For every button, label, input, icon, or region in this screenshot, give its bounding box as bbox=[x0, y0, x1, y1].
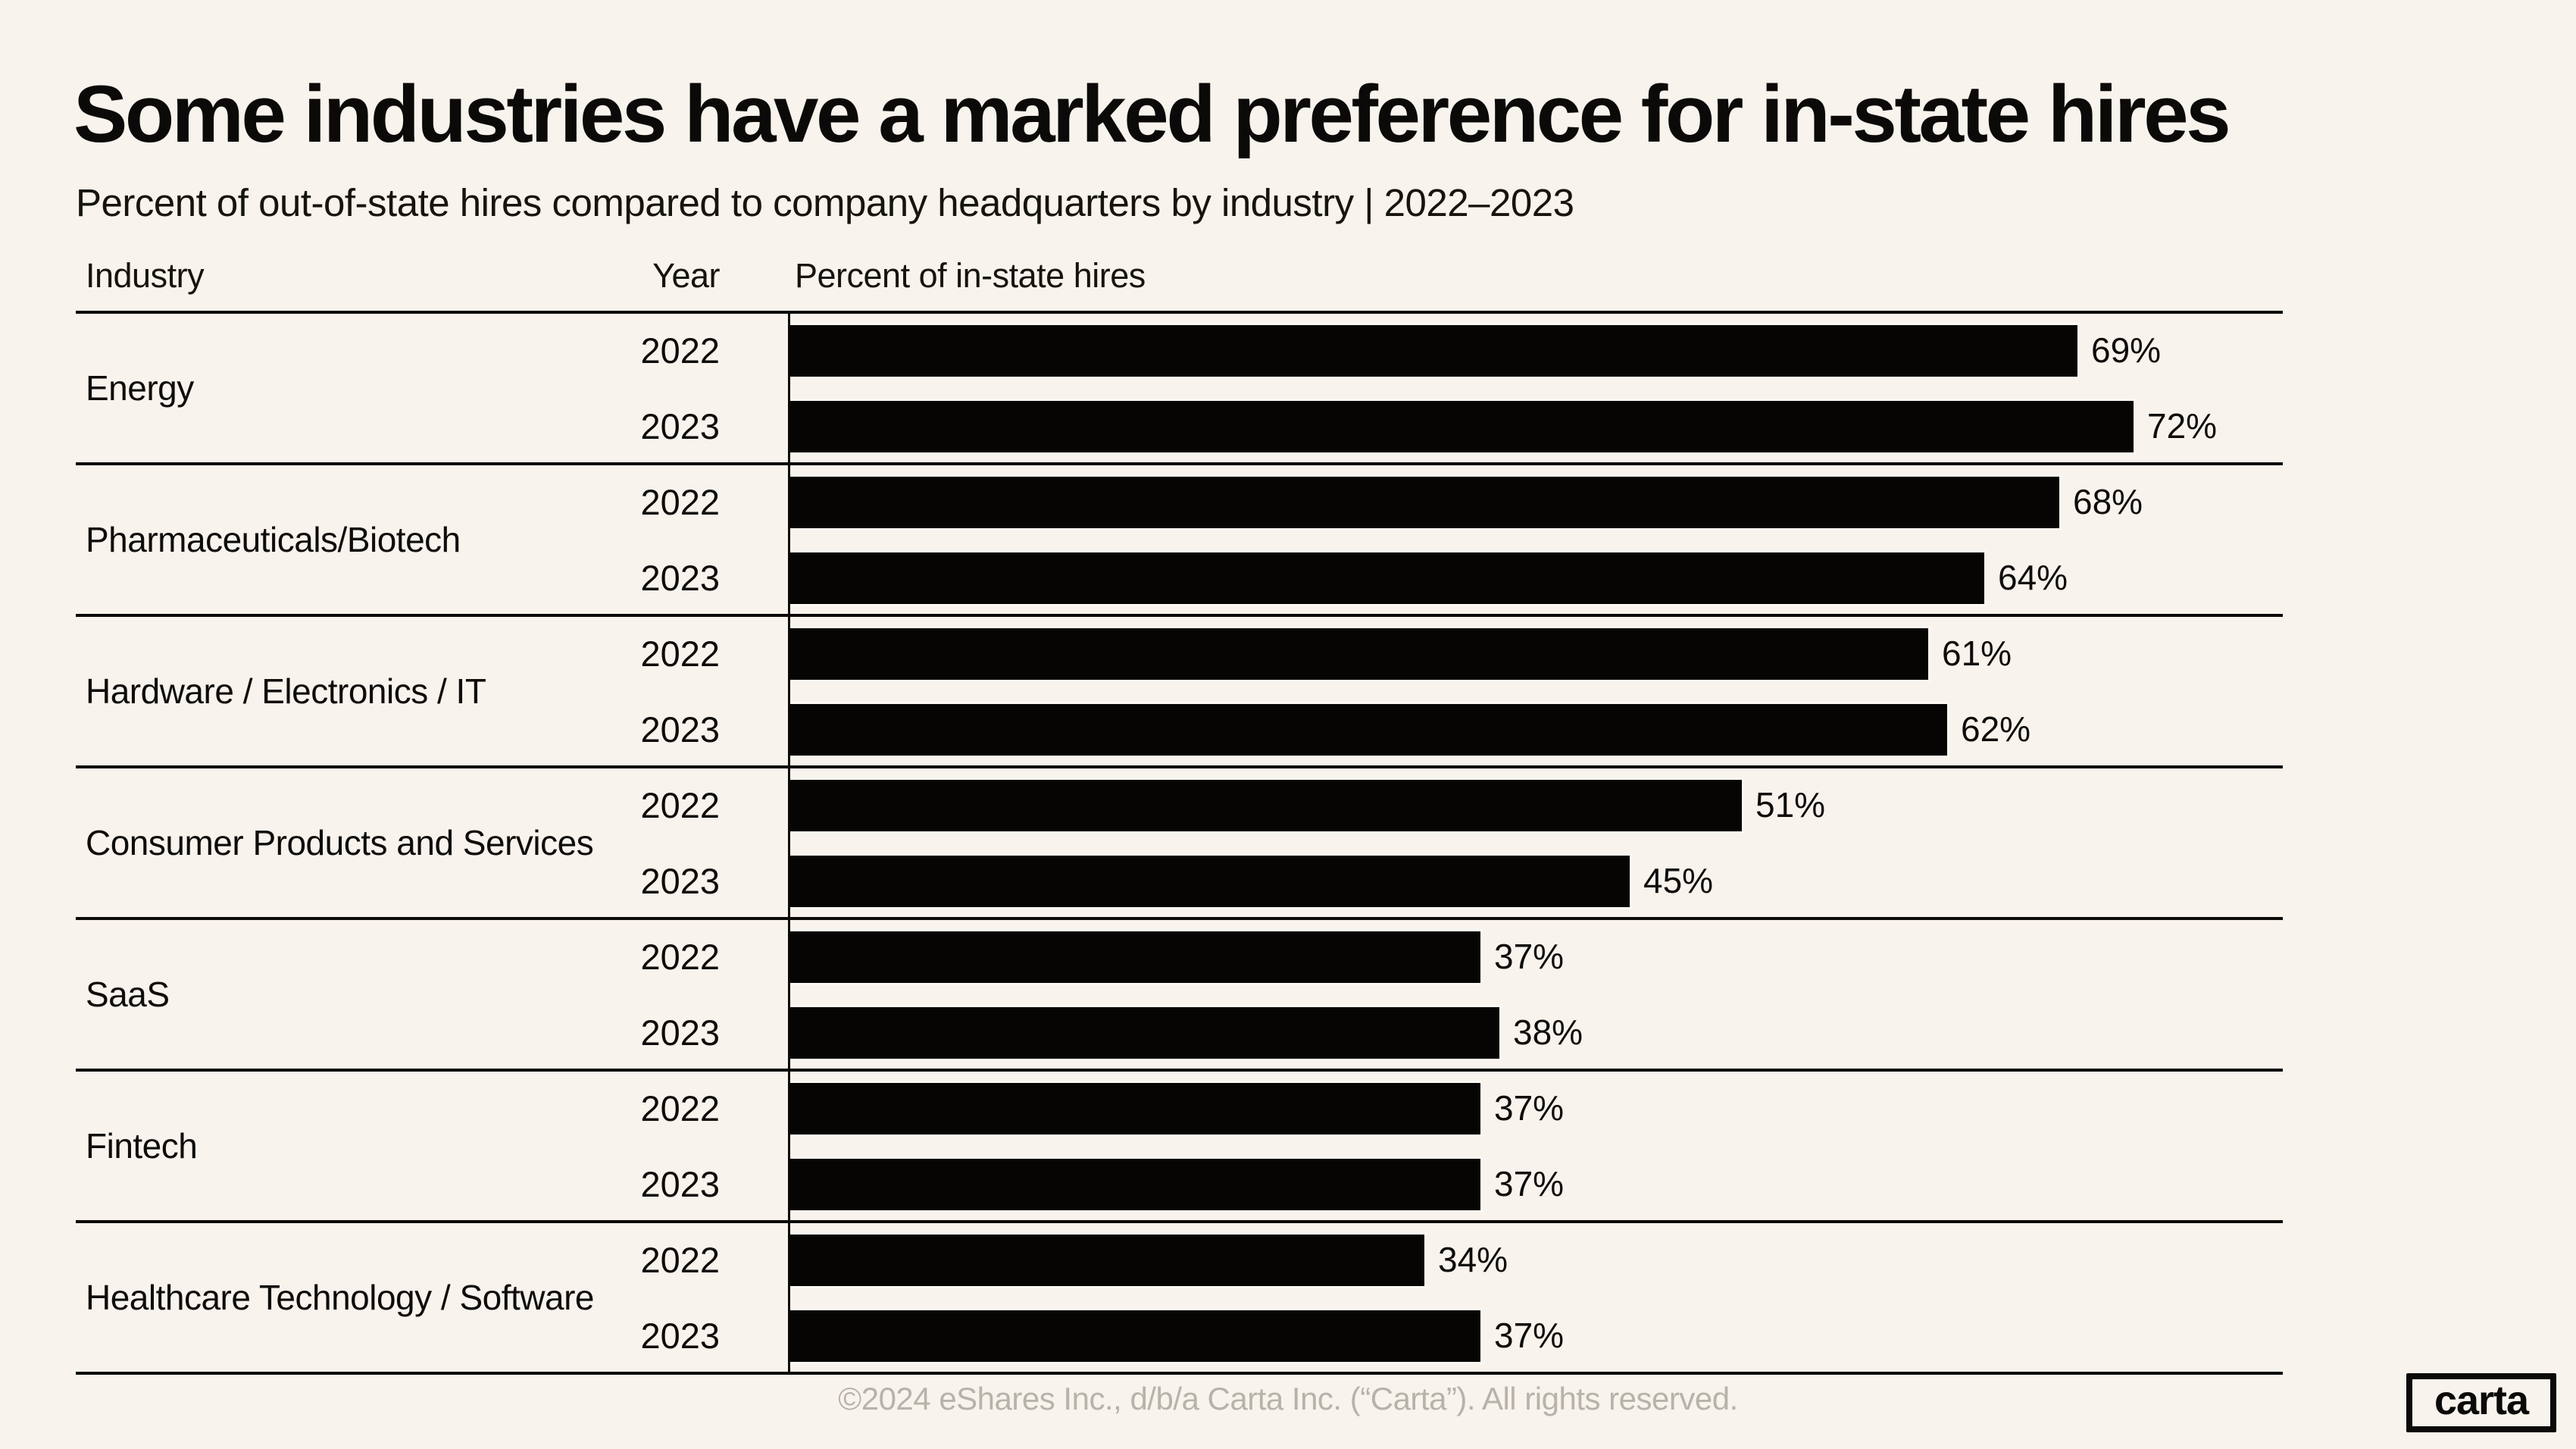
value-bar bbox=[788, 1308, 1483, 1364]
bar-row: 2022 34% bbox=[76, 1222, 2283, 1297]
year-label: 2022 bbox=[640, 936, 720, 977]
year-label: 2023 bbox=[640, 860, 720, 901]
value-label: 68% bbox=[2073, 482, 2143, 521]
bar-row: 2022 51% bbox=[76, 767, 2283, 843]
value-label: 38% bbox=[1513, 1012, 1583, 1052]
bar-row: 2022 37% bbox=[76, 919, 2283, 994]
carta-logo: carta bbox=[2406, 1373, 2556, 1432]
value-bar bbox=[788, 929, 1483, 985]
chart-subtitle: Percent of out-of-state hires compared t… bbox=[76, 181, 1574, 224]
value-bar bbox=[788, 1005, 1502, 1061]
bar-row: 2023 37% bbox=[76, 1297, 2283, 1373]
value-bar bbox=[788, 323, 2080, 379]
year-label: 2022 bbox=[640, 1088, 720, 1128]
year-label: 2023 bbox=[640, 557, 720, 598]
bar-row: 2022 69% bbox=[76, 312, 2283, 388]
value-bar bbox=[788, 1081, 1483, 1137]
year-label: 2023 bbox=[640, 1315, 720, 1356]
industry-section: Fintech 2022 37% 2023 37% bbox=[76, 1069, 2283, 1220]
value-label: 64% bbox=[1998, 558, 2068, 597]
year-label: 2023 bbox=[640, 709, 720, 750]
industry-section: Consumer Products and Services 2022 51% 202… bbox=[76, 765, 2283, 917]
industry-label: Fintech bbox=[86, 1126, 198, 1166]
industry-label: Hardware / Electronics / IT bbox=[86, 671, 486, 711]
value-bar bbox=[788, 474, 2062, 530]
value-bar bbox=[788, 626, 1930, 682]
value-bar bbox=[788, 1156, 1483, 1213]
value-bar bbox=[788, 550, 1987, 606]
industry-section: Healthcare Technology / Software 2022 34% 2… bbox=[76, 1220, 2283, 1372]
value-label: 37% bbox=[1494, 937, 1565, 976]
chart-table: Energy 2022 69% 2023 72% Pharmaceuticals/Biot… bbox=[76, 311, 2283, 1375]
bar-row: 2023 45% bbox=[76, 843, 2283, 919]
value-label: 62% bbox=[1961, 709, 2031, 749]
industry-label: Consumer Products and Services bbox=[86, 823, 594, 862]
value-bar bbox=[788, 702, 1949, 758]
column-header-industry: Industry bbox=[86, 256, 205, 295]
value-bar bbox=[788, 778, 1744, 834]
year-label: 2022 bbox=[640, 1239, 720, 1280]
bar-row: 2023 37% bbox=[76, 1146, 2283, 1222]
industry-section: Hardware / Electronics / IT 2022 61% 2023 62… bbox=[76, 614, 2283, 765]
value-label: 37% bbox=[1494, 1316, 1565, 1355]
value-label: 37% bbox=[1494, 1164, 1565, 1203]
bar-row: 2023 62% bbox=[76, 691, 2283, 767]
bar-row: 2022 37% bbox=[76, 1070, 2283, 1146]
bar-row: 2023 64% bbox=[76, 540, 2283, 615]
industry-label: SaaS bbox=[86, 975, 170, 1014]
industry-label: Energy bbox=[86, 368, 194, 408]
industry-label: Healthcare Technology / Software bbox=[86, 1278, 595, 1317]
copyright-text: ©2024 eShares Inc., d/b/a Carta Inc. (“C… bbox=[838, 1381, 1738, 1416]
value-label: 61% bbox=[1942, 634, 2012, 673]
value-bar bbox=[788, 853, 1632, 909]
value-bar bbox=[788, 1232, 1427, 1288]
value-label: 34% bbox=[1438, 1240, 1508, 1279]
value-label: 69% bbox=[2091, 330, 2162, 370]
bar-row: 2022 68% bbox=[76, 464, 2283, 540]
bar-row: 2023 38% bbox=[76, 994, 2283, 1070]
value-bar bbox=[788, 399, 2136, 455]
column-header-year: Year bbox=[652, 256, 720, 295]
value-label: 51% bbox=[1755, 785, 1826, 825]
year-label: 2023 bbox=[640, 405, 720, 446]
value-label: 72% bbox=[2147, 406, 2218, 446]
column-divider-line bbox=[788, 311, 790, 1372]
industry-label: Pharmaceuticals/Biotech bbox=[86, 520, 461, 559]
year-label: 2022 bbox=[640, 633, 720, 674]
bar-row: 2023 72% bbox=[76, 388, 2283, 464]
carta-logo-text: carta bbox=[2434, 1378, 2529, 1423]
year-label: 2022 bbox=[640, 784, 720, 825]
industry-section: SaaS 2022 37% 2023 38% bbox=[76, 917, 2283, 1069]
industry-section: Pharmaceuticals/Biotech 2022 68% 2023 64% bbox=[76, 462, 2283, 614]
value-label: 37% bbox=[1494, 1088, 1565, 1128]
industry-section: Energy 2022 69% 2023 72% bbox=[76, 311, 2283, 462]
column-header-percent: Percent of in-state hires bbox=[795, 256, 1146, 295]
year-label: 2023 bbox=[640, 1163, 720, 1204]
year-label: 2022 bbox=[640, 330, 720, 371]
bar-row: 2022 61% bbox=[76, 615, 2283, 691]
year-label: 2023 bbox=[640, 1012, 720, 1053]
year-label: 2022 bbox=[640, 481, 720, 522]
chart-title: Some industries have a marked preference… bbox=[73, 68, 2231, 159]
value-label: 45% bbox=[1643, 861, 1714, 900]
